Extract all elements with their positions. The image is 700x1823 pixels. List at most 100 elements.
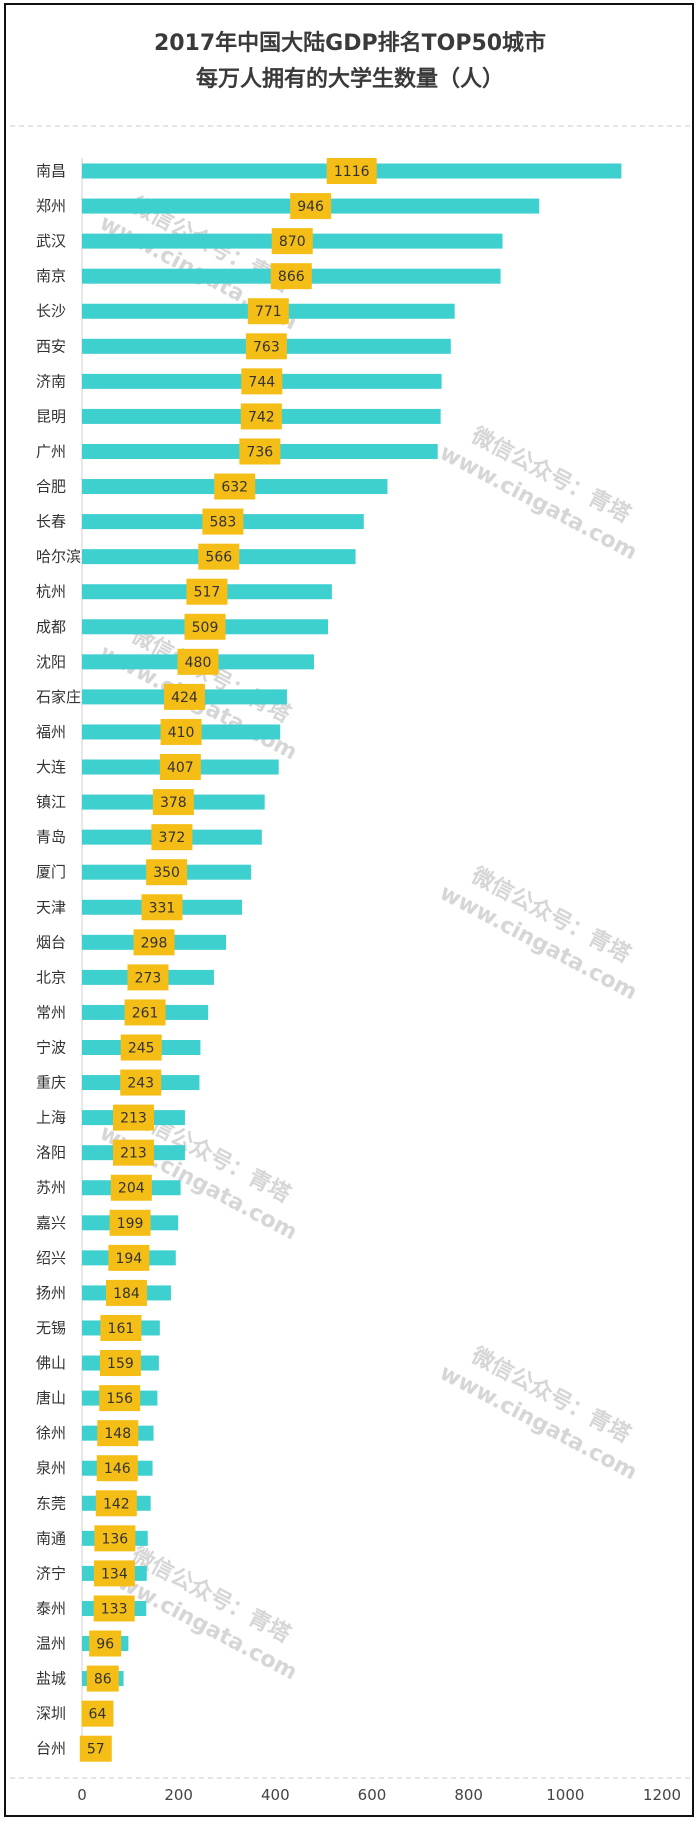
category-label: 厦门 (36, 863, 66, 881)
category-label: 重庆 (36, 1074, 66, 1092)
data-label-box (110, 1174, 152, 1201)
x-tick-label: 800 (454, 1786, 483, 1804)
data-label-box (146, 859, 188, 886)
category-label: 沈阳 (36, 653, 66, 671)
data-label: 509 (192, 620, 219, 636)
data-label-box (100, 1314, 142, 1341)
category-label: 镇江 (36, 793, 66, 811)
data-label-box (184, 613, 226, 640)
data-label: 407 (167, 760, 194, 776)
data-label-box (270, 263, 312, 290)
data-label-box (271, 228, 313, 255)
data-label-box (247, 298, 289, 325)
category-label: 北京 (36, 968, 66, 986)
data-label-box (159, 754, 201, 781)
data-label-box (124, 999, 166, 1026)
category-label: 东莞 (36, 1494, 66, 1512)
data-label-box (79, 1735, 112, 1762)
data-label: 96 (96, 1637, 114, 1653)
category-label: 南京 (36, 267, 66, 285)
category-label: 深圳 (36, 1705, 66, 1723)
data-label-box (109, 1209, 151, 1236)
category-label: 宁波 (36, 1039, 66, 1057)
data-label: 146 (104, 1461, 131, 1477)
data-label-box (198, 543, 240, 570)
data-label-box (151, 824, 193, 851)
chart-title-block: 2017年中国大陆GDP排名TOP50城市 每万人拥有的大学生数量（人） (0, 26, 700, 98)
data-label: 632 (221, 480, 248, 496)
x-tick-label: 400 (261, 1786, 290, 1804)
category-label: 郑州 (36, 197, 66, 215)
data-label-box (240, 403, 282, 430)
data-label-box (105, 1279, 147, 1306)
data-label-box (112, 1104, 154, 1131)
category-label: 天津 (36, 898, 66, 916)
data-label-box (152, 789, 194, 816)
data-label: 1116 (334, 164, 370, 180)
category-label: 杭州 (36, 583, 66, 601)
category-label: 广州 (36, 442, 66, 460)
data-label-box (99, 1385, 141, 1412)
data-label: 372 (159, 830, 186, 846)
x-axis-ticks: 0 200 400 600 800 1000 1200 (77, 1786, 681, 1804)
category-label: 南昌 (36, 162, 66, 180)
data-label-box (81, 1700, 114, 1727)
data-label: 243 (127, 1076, 154, 1092)
data-label: 744 (248, 374, 275, 390)
data-label: 410 (168, 725, 195, 741)
category-label: 泰州 (36, 1599, 66, 1617)
data-label: 64 (89, 1707, 107, 1723)
category-label: 扬州 (36, 1284, 66, 1302)
data-label-box (108, 1244, 150, 1271)
data-label-box (202, 508, 244, 535)
data-label: 204 (118, 1181, 145, 1197)
data-label-box (99, 1350, 141, 1377)
data-label: 566 (205, 550, 232, 566)
category-label: 哈尔滨 (36, 548, 81, 566)
category-label: 福州 (36, 723, 66, 741)
category-label: 徐州 (36, 1424, 66, 1442)
data-label-box (89, 1630, 122, 1657)
data-label: 583 (210, 515, 237, 531)
data-label: 424 (171, 690, 198, 706)
category-label: 武汉 (36, 232, 66, 250)
category-labels: 南昌郑州武汉南京长沙西安济南昆明广州合肥长春哈尔滨杭州成都沈阳石家庄福州大连镇江… (36, 162, 81, 1758)
data-label-box (141, 894, 183, 921)
category-label: 长春 (36, 513, 66, 531)
data-label: 261 (132, 1005, 159, 1021)
data-label: 184 (113, 1286, 140, 1302)
data-label: 199 (117, 1216, 144, 1232)
data-label-box (86, 1665, 119, 1692)
data-label: 480 (185, 655, 212, 671)
category-label: 台州 (36, 1740, 66, 1758)
data-label-box (93, 1560, 135, 1587)
data-label-box (163, 683, 205, 710)
data-label: 273 (135, 970, 162, 986)
category-label: 泉州 (36, 1459, 66, 1477)
category-label: 盐城 (36, 1670, 66, 1688)
category-label: 苏州 (36, 1179, 66, 1197)
data-label-box (239, 438, 281, 465)
data-label-box (177, 648, 219, 675)
data-label-box (93, 1595, 135, 1622)
x-tick-label: 200 (164, 1786, 193, 1804)
data-label: 736 (246, 444, 273, 460)
data-label: 213 (120, 1111, 147, 1127)
chart-subtitle: 每万人拥有的大学生数量（人） (195, 67, 504, 92)
data-label: 136 (101, 1531, 128, 1547)
x-tick-label: 0 (77, 1786, 87, 1804)
category-label: 济宁 (36, 1564, 66, 1582)
category-label: 温州 (36, 1635, 66, 1653)
data-label: 331 (149, 900, 176, 916)
data-label: 148 (104, 1426, 131, 1442)
data-label-box (326, 158, 377, 184)
category-label: 绍兴 (36, 1249, 66, 1267)
data-label-box (97, 1420, 139, 1447)
data-label: 133 (101, 1601, 128, 1617)
category-label: 唐山 (36, 1389, 66, 1407)
data-label: 946 (297, 199, 324, 215)
data-label-box (290, 193, 332, 220)
